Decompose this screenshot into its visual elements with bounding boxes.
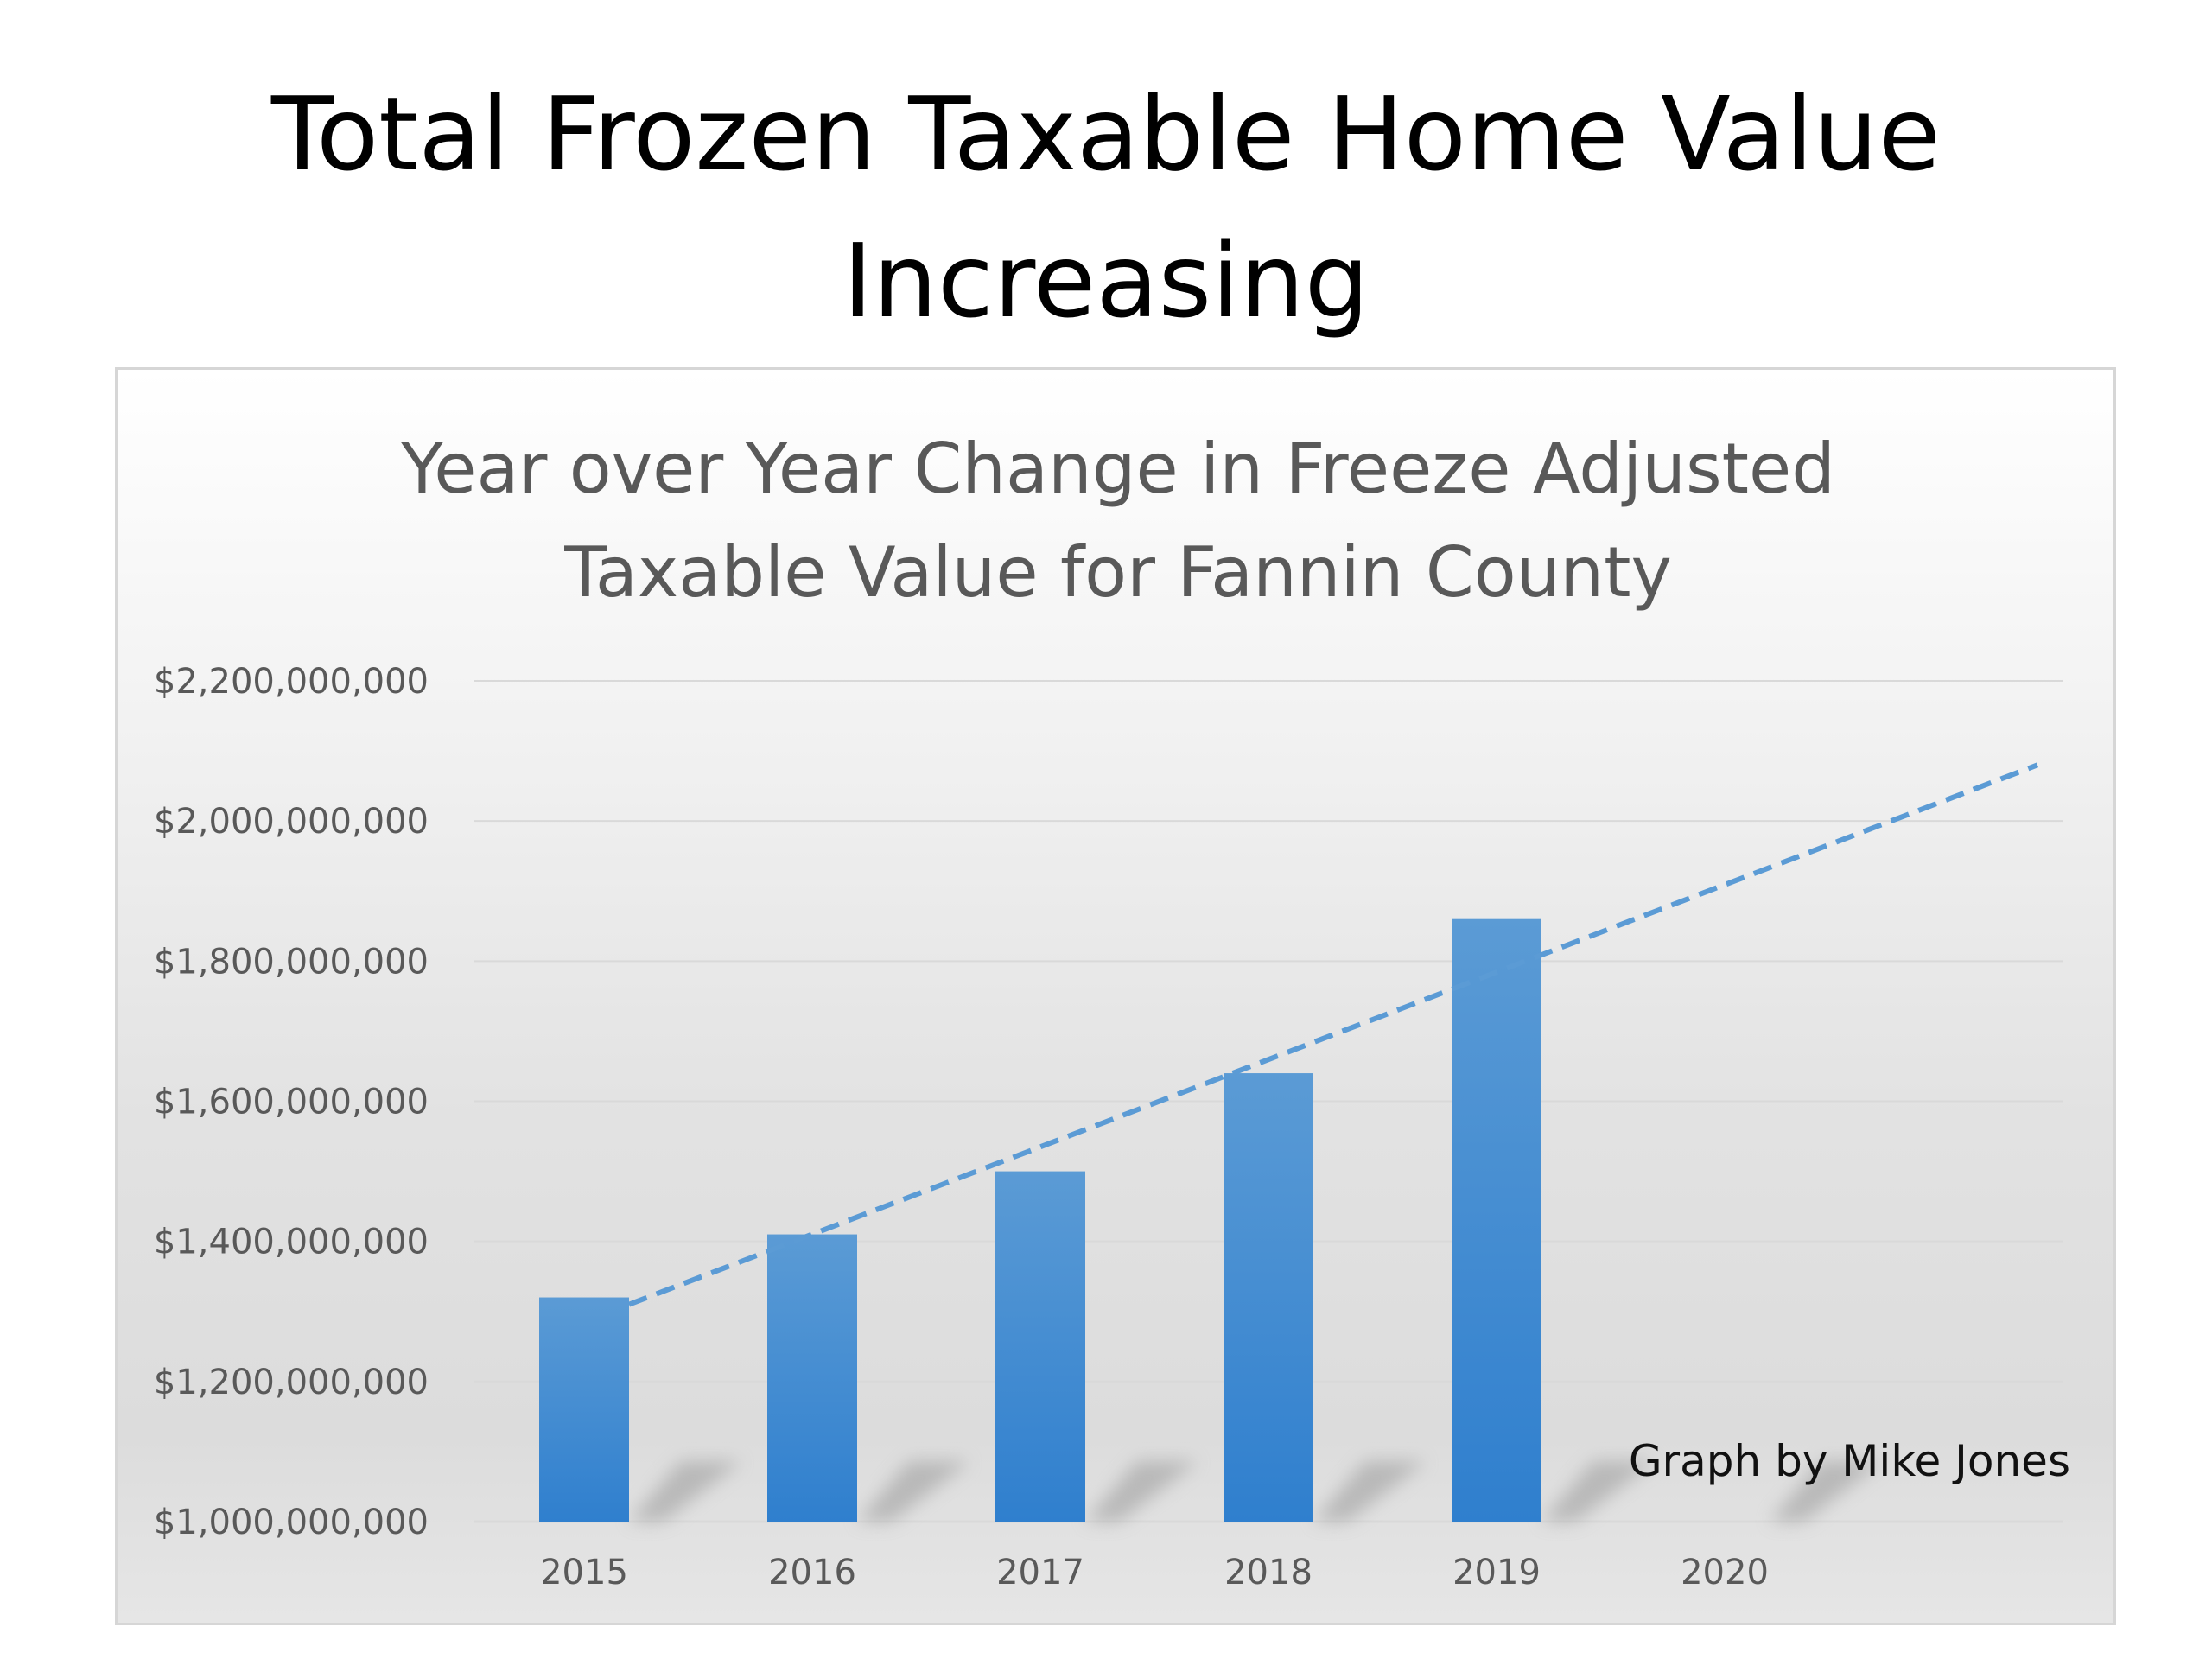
x-tick-label: 2015 (540, 1553, 628, 1592)
y-tick-label: $1,400,000,000 (154, 1223, 429, 1262)
bar-shadow (857, 1461, 969, 1522)
slide-title-line-2: Increasing (842, 221, 1370, 340)
x-tick-label: 2019 (1452, 1553, 1541, 1592)
y-tick-label: $1,800,000,000 (154, 942, 429, 982)
graph-credit: Graph by Mike Jones (1629, 1436, 2070, 1486)
bar (1452, 918, 1541, 1522)
x-tick-label: 2016 (768, 1553, 856, 1592)
bar-shadow (629, 1461, 741, 1522)
bar (539, 1297, 629, 1522)
x-axis-tick-labels: 2015 2016 2017 2018 2019 2020 (540, 1553, 1769, 1592)
bar (767, 1234, 857, 1522)
bar-chart: Year over Year Change in Freeze Adjusted… (154, 429, 2070, 1592)
chart-area: Year over Year Change in Freeze Adjusted… (115, 367, 2116, 1625)
y-tick-label: $1,200,000,000 (154, 1363, 429, 1402)
y-axis-tick-labels: $1,000,000,000 $1,200,000,000 $1,400,000,0… (154, 662, 429, 1542)
chart-title-line-1: Year over Year Change in Freeze Adjusted (400, 429, 1835, 509)
bar (995, 1171, 1085, 1522)
bar-shadow (1085, 1461, 1198, 1522)
x-tick-label: 2020 (1681, 1553, 1769, 1592)
bar (1224, 1073, 1313, 1522)
x-tick-label: 2017 (996, 1553, 1084, 1592)
trendline (627, 762, 2039, 1307)
y-tick-label: $1,600,000,000 (154, 1083, 429, 1122)
chart-title-line-2: Taxable Value for Fannin County (563, 532, 1672, 613)
slide-title: Total Frozen Taxable Home Value Increasi… (156, 60, 2056, 354)
y-tick-label: $2,200,000,000 (154, 662, 429, 702)
bar-shadow (1541, 1461, 1654, 1522)
trendline-dashed (627, 762, 2039, 1307)
bar-shadows (629, 1461, 1882, 1522)
bar-shadow (1313, 1461, 1426, 1522)
y-tick-label: $2,000,000,000 (154, 802, 429, 842)
bar-shadow (1770, 1461, 1882, 1522)
x-tick-label: 2018 (1224, 1553, 1313, 1592)
y-tick-label: $1,000,000,000 (154, 1503, 429, 1542)
bars (539, 918, 1541, 1522)
slide-title-line-1: Total Frozen Taxable Home Value (270, 74, 1942, 194)
